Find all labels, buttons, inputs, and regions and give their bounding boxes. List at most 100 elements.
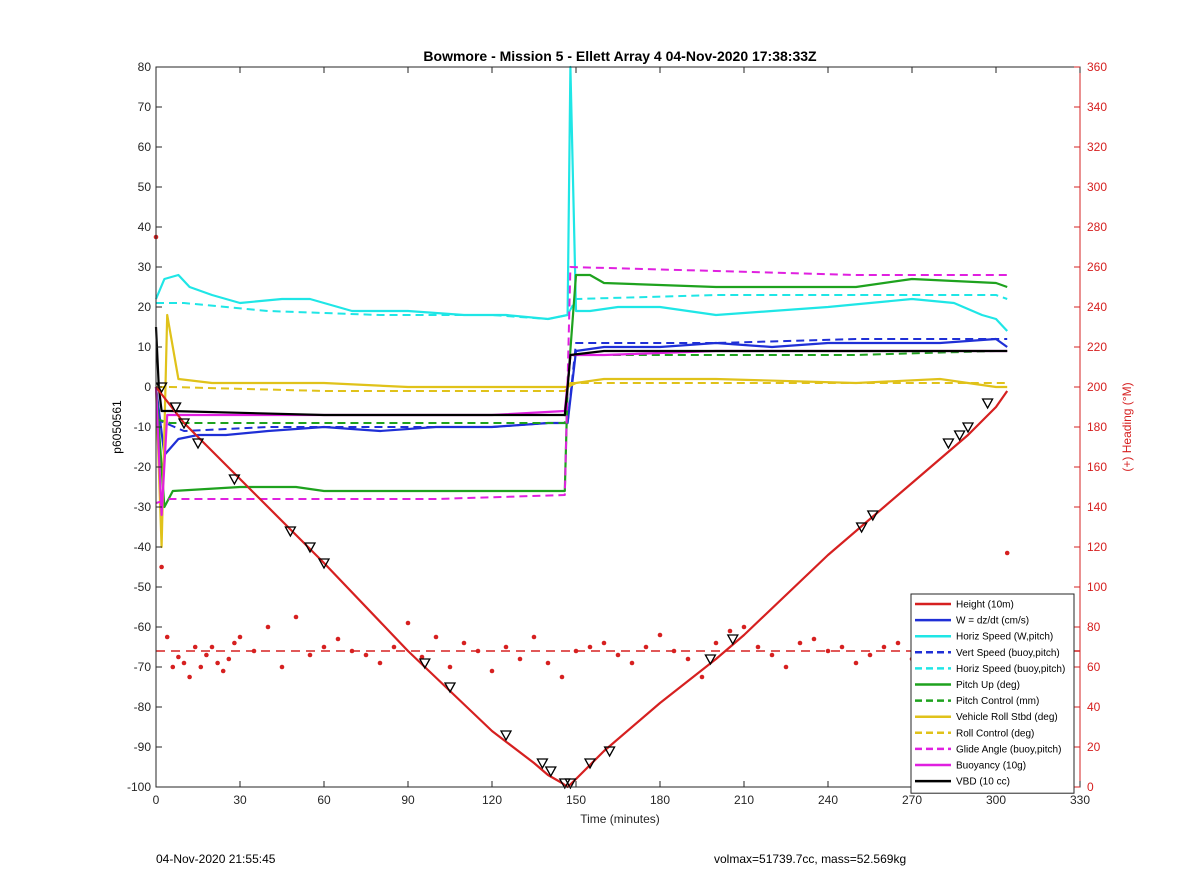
y2-tick-label: 280 — [1087, 220, 1107, 234]
y-tick-label: 50 — [138, 180, 152, 194]
waypoint-marker — [603, 746, 616, 758]
heading-point — [587, 644, 593, 650]
y-tick-label: 70 — [138, 100, 152, 114]
y2-tick-label: 40 — [1087, 700, 1101, 714]
legend-label: Glide Angle (buoy,pitch) — [956, 744, 1061, 755]
waypoint-marker — [564, 778, 577, 790]
heading-point — [867, 652, 873, 658]
heading-point — [741, 624, 747, 630]
heading-point — [321, 644, 327, 650]
y2-tick-label: 140 — [1087, 500, 1107, 514]
waypoint-marker — [303, 542, 317, 554]
legend-label: Horiz Speed (W,pitch) — [956, 632, 1053, 643]
waypoint-marker — [317, 558, 331, 570]
series-line-pitch-control-mm — [155, 350, 1008, 424]
legend-label: Horiz Speed (buoy,pitch) — [956, 664, 1065, 675]
heading-point — [713, 640, 719, 646]
heading-point — [489, 668, 495, 674]
waypoint-marker — [284, 526, 297, 538]
heading-point — [251, 648, 257, 654]
legend-label: Vehicle Roll Stbd (deg) — [956, 712, 1058, 723]
series-layer — [154, 65, 1009, 789]
x-tick-label: 150 — [566, 793, 586, 807]
waypoint-marker — [704, 654, 717, 666]
y-tick-label: -20 — [134, 460, 152, 474]
y-tick-label: 20 — [138, 300, 152, 314]
series-line-horiz-speed-buoy-pitch — [156, 294, 1008, 320]
x-tick-label: 240 — [818, 793, 838, 807]
legend-label: Pitch Control (mm) — [956, 696, 1039, 707]
heading-point — [517, 656, 523, 662]
legend-label: VBD (10 cc) — [956, 777, 1010, 788]
waypoint-marker — [726, 634, 739, 646]
series-line-height-10m — [155, 386, 1009, 789]
heading-point — [293, 614, 299, 620]
heading-point — [181, 660, 187, 666]
y2-tick-label: 60 — [1087, 660, 1101, 674]
heading-point — [232, 640, 237, 646]
y-tick-label: 60 — [138, 140, 152, 154]
x-axis: 0 30 60 90 120 150 180 210 240 270 300 330 — [153, 67, 1090, 807]
heading-point — [226, 656, 232, 662]
x-tick-label: 120 — [482, 793, 502, 807]
waypoint-marker — [583, 758, 597, 770]
heading-point — [159, 564, 164, 570]
waypoint-marker — [443, 682, 457, 694]
heading-point — [220, 668, 226, 674]
y-tick-label: -30 — [134, 500, 152, 514]
heading-point — [461, 640, 467, 646]
heading-point — [405, 620, 411, 626]
y-tick-label: 0 — [144, 380, 151, 394]
heading-point — [769, 652, 775, 658]
y-tick-label: -10 — [134, 420, 152, 434]
heading-point — [349, 648, 355, 654]
y2-tick-label: 240 — [1087, 300, 1107, 314]
heading-point — [433, 634, 439, 640]
waypoint-marker — [942, 438, 955, 450]
heading-point — [671, 648, 677, 654]
y-tick-label: -90 — [134, 740, 152, 754]
heading-point — [783, 664, 789, 670]
x-tick-label: 210 — [734, 793, 754, 807]
heading-point — [204, 652, 209, 658]
y2-tick-label: 80 — [1087, 620, 1101, 634]
heading-point — [685, 656, 691, 662]
heading-point — [265, 624, 271, 630]
legend-label: Vert Speed (buoy,pitch) — [956, 648, 1060, 659]
legend-label: W = dz/dt (cm/s) — [956, 616, 1029, 627]
heading-point — [699, 674, 705, 680]
x-tick-label: 300 — [986, 793, 1006, 807]
heading-point — [447, 664, 453, 670]
x-tick-label: 90 — [401, 793, 415, 807]
heading-point — [307, 652, 313, 658]
heading-point — [825, 648, 831, 654]
waypoint-marker — [866, 510, 879, 522]
x-tick-label: 270 — [902, 793, 922, 807]
heading-point — [797, 640, 803, 646]
y2-tick-label: 360 — [1087, 60, 1107, 74]
heading-point — [545, 660, 551, 666]
y-tick-label: 30 — [138, 260, 152, 274]
legend-box — [910, 593, 1075, 794]
heading-point — [209, 644, 215, 650]
y2-tick-label: 260 — [1087, 260, 1107, 274]
y-tick-label: -50 — [134, 580, 152, 594]
y2-tick-label: 180 — [1087, 420, 1107, 434]
legend-label: Buoyancy (10g) — [956, 761, 1026, 772]
series-line-horiz-speed-w-pitch — [154, 65, 1009, 332]
y2-tick-label: 320 — [1087, 140, 1107, 154]
heading-point — [215, 660, 220, 666]
y2-tick-label: 120 — [1087, 540, 1107, 554]
waypoint-marker — [418, 658, 431, 670]
heading-point — [727, 628, 733, 634]
heading-point — [811, 636, 817, 642]
series-line-vbd-10-cc — [154, 326, 1008, 417]
heading-point — [192, 644, 198, 650]
waypoint-marker — [855, 522, 868, 534]
legend: Height (10m) W = dz/dt (cm/s) Horiz Speed … — [910, 593, 1075, 794]
heading-point — [531, 634, 537, 640]
heading-point — [601, 640, 607, 646]
y2-axis-label: (+) Heading (°M) — [1120, 382, 1134, 471]
heading-point — [198, 664, 204, 670]
